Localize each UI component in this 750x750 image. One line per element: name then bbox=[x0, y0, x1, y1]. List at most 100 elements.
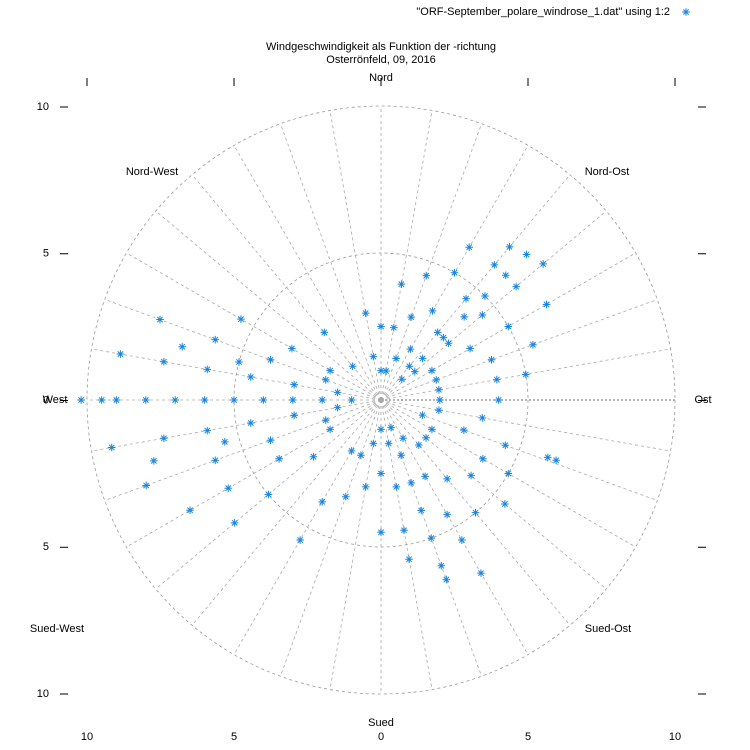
point bbox=[389, 323, 398, 332]
point bbox=[142, 481, 150, 490]
point bbox=[467, 471, 475, 480]
point bbox=[361, 309, 370, 317]
point bbox=[357, 451, 365, 460]
direction-label: Sued-Ost bbox=[585, 623, 631, 635]
spoke bbox=[191, 399, 382, 626]
point bbox=[405, 362, 414, 371]
point bbox=[421, 472, 429, 481]
point bbox=[427, 534, 436, 542]
point bbox=[377, 528, 385, 537]
point bbox=[320, 328, 329, 337]
legend-label: "ORF-September_polare_windrose_1.dat" us… bbox=[416, 6, 670, 18]
point bbox=[444, 339, 453, 348]
point bbox=[384, 439, 393, 448]
point bbox=[460, 313, 468, 321]
point bbox=[428, 366, 436, 375]
point bbox=[529, 340, 537, 349]
point bbox=[443, 510, 451, 519]
point bbox=[392, 483, 401, 491]
point bbox=[478, 311, 487, 319]
point bbox=[428, 307, 437, 315]
point bbox=[410, 367, 419, 376]
point bbox=[417, 506, 426, 515]
chart-subtitle: Osterrönfeld, 09, 2016 bbox=[326, 54, 435, 66]
point bbox=[435, 385, 443, 394]
point bbox=[477, 569, 485, 577]
point bbox=[539, 260, 547, 268]
point bbox=[442, 575, 451, 584]
point bbox=[275, 455, 283, 463]
direction-label: Sued-West bbox=[30, 623, 84, 635]
point bbox=[348, 362, 357, 371]
direction-label: Sued bbox=[368, 717, 394, 729]
point bbox=[414, 441, 423, 449]
point bbox=[466, 344, 474, 353]
x-tick-label: 10 bbox=[669, 731, 681, 743]
point bbox=[501, 441, 510, 450]
point bbox=[290, 380, 298, 389]
r-grid-circle bbox=[86, 105, 676, 695]
point bbox=[460, 426, 468, 434]
point bbox=[392, 354, 400, 363]
point bbox=[321, 376, 330, 384]
point bbox=[471, 508, 480, 517]
point bbox=[418, 354, 427, 363]
point bbox=[318, 498, 326, 506]
point bbox=[171, 396, 179, 404]
point bbox=[437, 561, 446, 570]
point bbox=[186, 506, 194, 515]
point bbox=[224, 484, 233, 492]
r-grid-circle bbox=[233, 252, 529, 548]
point bbox=[418, 411, 427, 419]
point bbox=[490, 261, 499, 269]
spoke bbox=[233, 145, 382, 401]
point bbox=[246, 419, 255, 427]
point bbox=[542, 300, 551, 309]
point bbox=[203, 365, 212, 374]
point bbox=[235, 358, 243, 366]
point bbox=[326, 425, 334, 434]
point bbox=[504, 322, 513, 331]
point bbox=[296, 536, 304, 544]
spoke bbox=[126, 252, 382, 401]
point bbox=[211, 335, 220, 344]
y-tick-label: 5 bbox=[43, 248, 49, 260]
point bbox=[97, 396, 106, 404]
legend-marker bbox=[682, 8, 690, 16]
point bbox=[504, 469, 513, 478]
point bbox=[387, 423, 395, 432]
point bbox=[288, 344, 296, 353]
point bbox=[435, 406, 443, 415]
point bbox=[309, 452, 318, 461]
point bbox=[266, 355, 275, 364]
point bbox=[552, 456, 560, 465]
point bbox=[289, 396, 297, 404]
spoke bbox=[380, 123, 482, 401]
point bbox=[487, 355, 496, 364]
point bbox=[377, 366, 385, 375]
y-tick-label: 10 bbox=[37, 688, 49, 700]
spoke bbox=[280, 399, 382, 677]
point bbox=[512, 282, 520, 291]
point bbox=[422, 433, 430, 442]
point bbox=[150, 457, 158, 465]
point bbox=[237, 315, 245, 323]
x-tick-label: 10 bbox=[81, 731, 93, 743]
x-tick-label: 5 bbox=[231, 731, 237, 743]
point bbox=[432, 376, 441, 384]
point bbox=[436, 396, 444, 404]
spoke bbox=[329, 399, 382, 690]
point bbox=[481, 292, 489, 300]
spoke bbox=[380, 399, 482, 677]
point bbox=[397, 451, 405, 460]
direction-label: Ost bbox=[694, 394, 711, 406]
spoke bbox=[91, 399, 382, 452]
spoke bbox=[380, 299, 658, 401]
point bbox=[407, 479, 415, 487]
point bbox=[450, 268, 459, 277]
point bbox=[369, 352, 378, 361]
point bbox=[377, 469, 385, 478]
spoke bbox=[280, 123, 382, 401]
point bbox=[77, 396, 85, 404]
